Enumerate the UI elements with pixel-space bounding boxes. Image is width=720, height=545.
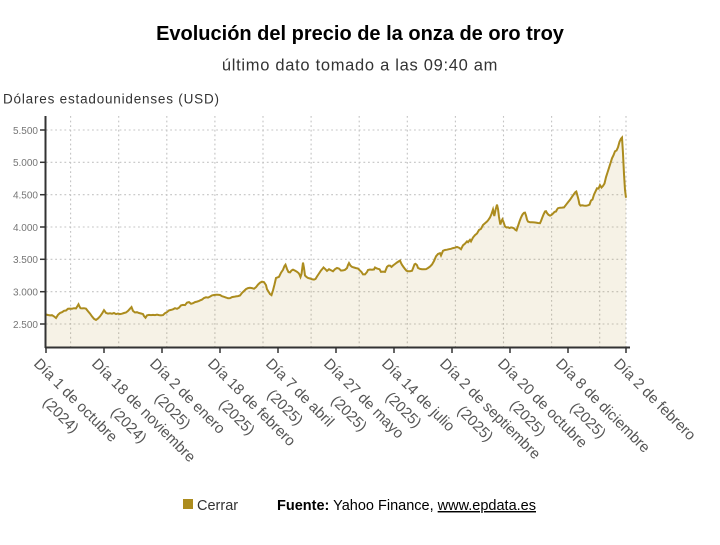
svg-text:4.500: 4.500 [13, 191, 38, 202]
svg-text:Evolución del precio de la onz: Evolución del precio de la onza de oro t… [156, 23, 565, 45]
svg-text:5.000: 5.000 [13, 158, 38, 169]
svg-text:Dólares estadounidenses (USD): Dólares estadounidenses (USD) [3, 92, 220, 107]
svg-text:3.000: 3.000 [13, 288, 38, 299]
svg-text:4.000: 4.000 [13, 223, 38, 234]
svg-text:Cerrar: Cerrar [197, 498, 238, 514]
svg-text:último dato tomado a las 09:40: último dato tomado a las 09:40 am [222, 57, 498, 75]
svg-text:2.500: 2.500 [13, 320, 38, 331]
svg-text:Fuente: Yahoo Finance, www.epd: Fuente: Yahoo Finance, www.epdata.es [277, 498, 536, 514]
svg-text:5.500: 5.500 [13, 126, 38, 137]
svg-text:3.500: 3.500 [13, 255, 38, 266]
